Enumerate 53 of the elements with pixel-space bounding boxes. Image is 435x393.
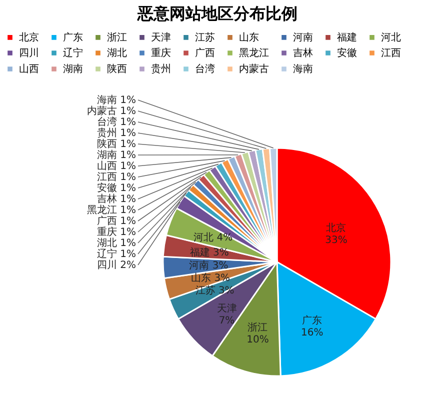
legend-label: 河北 bbox=[381, 31, 401, 44]
category-label: 黑龙江 1% bbox=[86, 205, 136, 216]
data-label: 7% bbox=[218, 315, 235, 326]
legend-label: 山东 bbox=[239, 31, 259, 44]
legend-label: 浙江 bbox=[107, 31, 127, 44]
category-label: 台湾 1% bbox=[96, 117, 136, 128]
data-label: 16% bbox=[301, 328, 324, 339]
category-label: 贵州 1% bbox=[96, 128, 136, 139]
category-label: 安徽 1% bbox=[96, 183, 136, 194]
category-label: 吉林 1% bbox=[96, 194, 136, 205]
legend-label: 台湾 bbox=[195, 63, 215, 75]
slice-label: 北京 bbox=[326, 222, 346, 234]
legend-label: 广东 bbox=[63, 31, 83, 44]
legend-label: 贵州 bbox=[151, 63, 171, 75]
slice-label: 天津 bbox=[216, 302, 237, 314]
legend-label: 陕西 bbox=[107, 63, 127, 75]
category-label: 福建 3% bbox=[190, 247, 229, 258]
category-label: 辽宁 1% bbox=[96, 249, 136, 260]
legend-label: 江苏 bbox=[195, 31, 215, 44]
legend-label: 吉林 bbox=[293, 47, 313, 59]
category-label: 广西 1% bbox=[96, 216, 136, 227]
legend-label: 河南 bbox=[293, 31, 313, 44]
legend-label: 天津 bbox=[151, 31, 171, 44]
legend-label: 山西 bbox=[19, 63, 39, 75]
legend-label: 辽宁 bbox=[63, 47, 83, 59]
category-label: 湖北 1% bbox=[96, 238, 136, 249]
chart-title: 恶意网站地区分布比例 bbox=[136, 4, 298, 23]
legend-label: 重庆 bbox=[151, 47, 171, 59]
legend-label: 福建 bbox=[337, 31, 357, 44]
category-label: 河南 3% bbox=[189, 260, 228, 272]
category-label: 内蒙古 1% bbox=[86, 106, 136, 117]
legend-label: 黑龙江 bbox=[239, 47, 269, 59]
category-label: 四川 2% bbox=[96, 260, 136, 271]
legend-label: 广西 bbox=[195, 47, 215, 59]
data-label: 10% bbox=[246, 334, 269, 346]
category-label: 江西 1% bbox=[96, 172, 136, 183]
legend-label: 北京 bbox=[19, 31, 39, 44]
legend-label: 江西 bbox=[381, 47, 401, 59]
category-label: 海南 1% bbox=[96, 95, 136, 106]
category-label: 陕西 1% bbox=[96, 139, 136, 150]
slice-label: 浙江 bbox=[248, 322, 268, 334]
legend-label: 海南 bbox=[293, 63, 313, 75]
legend-label: 安徽 bbox=[337, 47, 357, 59]
legend-label: 湖北 bbox=[107, 47, 127, 59]
legend-label: 四川 bbox=[19, 47, 39, 59]
legend-label: 湖南 bbox=[63, 63, 83, 75]
slice-label: 广东 bbox=[302, 314, 322, 327]
category-label: 河北 4% bbox=[194, 232, 233, 244]
category-label: 重庆 1% bbox=[96, 227, 136, 238]
data-label: 33% bbox=[325, 234, 348, 246]
category-label: 山西 1% bbox=[96, 161, 136, 172]
category-label: 湖南 1% bbox=[96, 150, 136, 161]
legend-label: 内蒙古 bbox=[239, 63, 269, 75]
